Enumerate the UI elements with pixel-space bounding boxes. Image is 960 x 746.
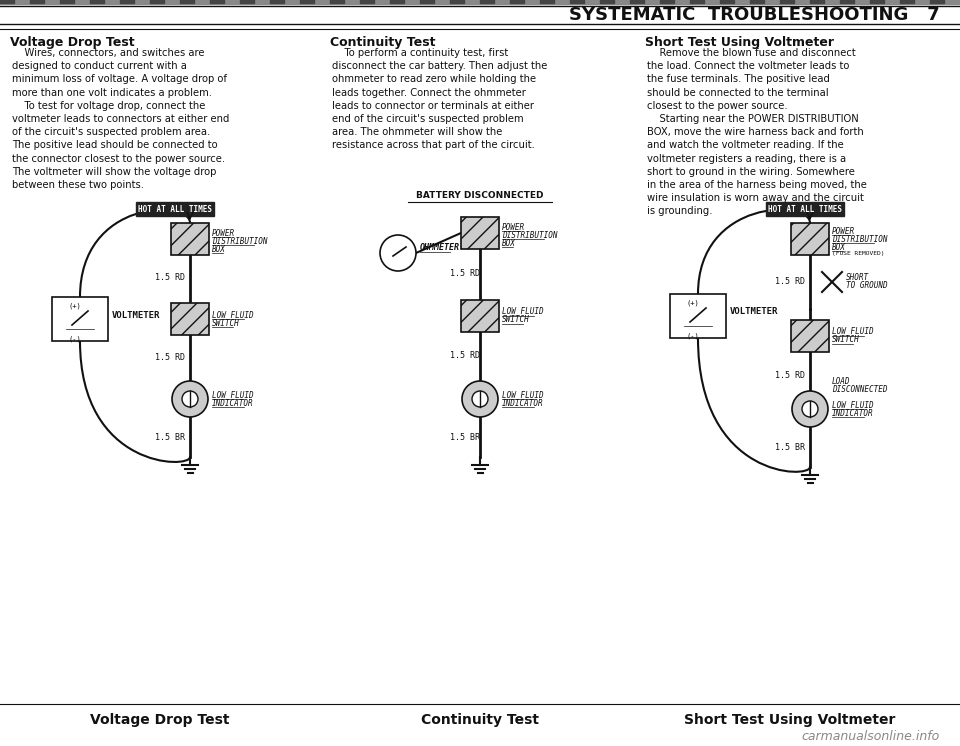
Text: 1.5 RD: 1.5 RD <box>775 372 805 380</box>
Text: Short Test Using Voltmeter: Short Test Using Voltmeter <box>684 713 896 727</box>
Text: VOLTMETER: VOLTMETER <box>730 307 779 316</box>
Text: LOW FLUID: LOW FLUID <box>832 401 874 410</box>
Text: LOW FLUID: LOW FLUID <box>212 390 253 400</box>
Bar <box>791 320 829 352</box>
Text: DISCONNECTED: DISCONNECTED <box>832 384 887 393</box>
Text: Remove the blown fuse and disconnect
the load. Connect the voltmeter leads to
th: Remove the blown fuse and disconnect the… <box>647 48 867 216</box>
Text: BOX: BOX <box>832 242 846 251</box>
Text: DISTRIBUTION: DISTRIBUTION <box>212 236 268 245</box>
Circle shape <box>472 391 488 407</box>
Circle shape <box>792 391 828 427</box>
Text: Voltage Drop Test: Voltage Drop Test <box>90 713 229 727</box>
Text: DISTRIBUTION: DISTRIBUTION <box>502 231 558 239</box>
Circle shape <box>172 381 208 417</box>
Text: To perform a continuity test, first
disconnect the car battery. Then adjust the
: To perform a continuity test, first disc… <box>332 48 547 151</box>
Text: 1.5 BR: 1.5 BR <box>155 433 185 442</box>
Text: (FUSE REMOVED): (FUSE REMOVED) <box>832 251 884 255</box>
Bar <box>171 223 209 255</box>
Text: BATTERY DISCONNECTED: BATTERY DISCONNECTED <box>417 192 543 201</box>
Bar <box>52 297 108 341</box>
Text: INDICATOR: INDICATOR <box>502 398 543 407</box>
Bar <box>670 294 726 338</box>
Text: Voltage Drop Test: Voltage Drop Test <box>10 36 134 49</box>
Text: VOLTMETER: VOLTMETER <box>112 310 160 319</box>
Text: HOT AT ALL TIMES: HOT AT ALL TIMES <box>138 204 212 213</box>
Text: Continuity Test: Continuity Test <box>421 713 539 727</box>
Text: Short Test Using Voltmeter: Short Test Using Voltmeter <box>645 36 834 49</box>
Circle shape <box>380 235 416 271</box>
Text: 1.5 BR: 1.5 BR <box>775 442 805 451</box>
Text: (-): (-) <box>686 333 699 339</box>
Text: POWER: POWER <box>502 222 525 231</box>
Bar <box>461 217 499 249</box>
Bar <box>171 303 209 335</box>
Text: HOT AT ALL TIMES: HOT AT ALL TIMES <box>768 204 842 213</box>
Text: LOW FLUID: LOW FLUID <box>502 390 543 400</box>
Text: SWITCH: SWITCH <box>832 336 860 345</box>
Text: SWITCH: SWITCH <box>212 319 240 327</box>
Text: INDICATOR: INDICATOR <box>832 409 874 418</box>
Text: carmanualsonline.info: carmanualsonline.info <box>802 730 940 742</box>
Text: DISTRIBUTION: DISTRIBUTION <box>832 234 887 243</box>
Text: BOX: BOX <box>502 239 516 248</box>
Text: SYSTEMATIC  TROUBLESHOOTING   7: SYSTEMATIC TROUBLESHOOTING 7 <box>569 6 940 24</box>
Bar <box>791 223 829 255</box>
Text: 1.5 RD: 1.5 RD <box>450 269 480 278</box>
Text: Wires, connectors, and switches are
designed to conduct current with a
minimum l: Wires, connectors, and switches are desi… <box>12 48 229 190</box>
Text: 1.5 RD: 1.5 RD <box>155 274 185 283</box>
Text: 1.5 RD: 1.5 RD <box>450 351 480 360</box>
Text: LOAD: LOAD <box>832 377 851 386</box>
Text: LOW FLUID: LOW FLUID <box>502 307 543 316</box>
Text: Continuity Test: Continuity Test <box>330 36 436 49</box>
Text: SWITCH: SWITCH <box>502 316 530 325</box>
Bar <box>461 300 499 332</box>
Text: 1.5 RD: 1.5 RD <box>775 278 805 286</box>
Text: 1.5 BR: 1.5 BR <box>450 433 480 442</box>
Text: LOW FLUID: LOW FLUID <box>212 310 253 319</box>
Circle shape <box>462 381 498 417</box>
Text: 1.5 RD: 1.5 RD <box>155 354 185 363</box>
Circle shape <box>182 391 198 407</box>
Text: (-): (-) <box>68 336 81 342</box>
Text: INDICATOR: INDICATOR <box>212 398 253 407</box>
Text: POWER: POWER <box>832 227 855 236</box>
Text: (+): (+) <box>686 300 699 307</box>
Text: TO GROUND: TO GROUND <box>846 281 888 290</box>
Text: POWER: POWER <box>212 228 235 237</box>
Text: (+): (+) <box>68 303 81 310</box>
Text: LOW FLUID: LOW FLUID <box>832 327 874 336</box>
Text: OHMMETER: OHMMETER <box>420 242 460 251</box>
Text: SHORT: SHORT <box>846 274 869 283</box>
Circle shape <box>802 401 818 417</box>
Text: BOX: BOX <box>212 245 226 254</box>
